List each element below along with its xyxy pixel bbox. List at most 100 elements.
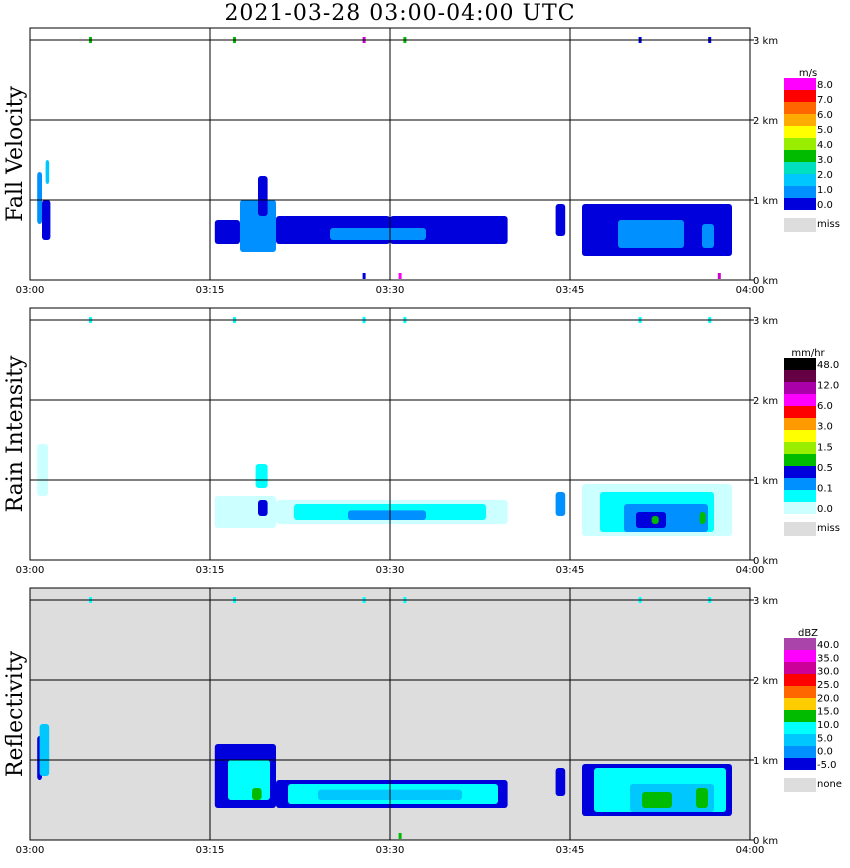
echo-9	[330, 228, 426, 240]
colorbar-swatch-2	[784, 650, 816, 662]
colorbar-swatch-8	[784, 722, 816, 734]
panel-3: Reflectivity 0 km 1 km 2 km 3 km 03:00 03:15 03…	[3, 587, 842, 856]
colorbar-label: 5.0	[817, 733, 833, 744]
x-tick-label: 04:00	[736, 845, 765, 856]
colorbar-label: 0.1	[817, 483, 833, 494]
colorbar-swatch-11	[784, 758, 816, 770]
echo-1	[37, 444, 48, 496]
colorbar-label: 4.0	[817, 140, 833, 151]
plot-frame	[29, 307, 751, 561]
echo-2	[42, 200, 51, 240]
echo-9	[555, 768, 566, 796]
colorbar-swatch-8	[784, 442, 816, 454]
colorbar-unit: m/s	[799, 68, 817, 79]
colorbar-swatch-4	[784, 674, 816, 686]
colorbar-swatch-3	[784, 382, 816, 394]
colorbar-swatch-1	[784, 78, 816, 90]
y-tick-label: 3 km	[753, 596, 778, 607]
x-tick-label: 03:30	[376, 565, 405, 576]
colorbar-swatch-1	[784, 358, 816, 370]
echo-10	[555, 204, 566, 236]
colorbar-swatch-6	[784, 138, 816, 150]
y-axis-label: Fall Velocity	[3, 86, 28, 222]
colorbar-label: 35.0	[817, 653, 839, 664]
x-tick-label: 03:15	[196, 285, 225, 296]
colorbar-swatch-12	[784, 490, 816, 502]
x-tick-label: 03:45	[556, 565, 585, 576]
y-tick-label: 0 km	[753, 276, 778, 287]
echo-4	[228, 760, 270, 800]
x-tick-label: 03:00	[16, 845, 45, 856]
colorbar-label: 5.0	[817, 125, 833, 136]
x-tick-label: 03:45	[556, 285, 585, 296]
y-tick-label: 2 km	[753, 676, 778, 687]
echo-13	[651, 516, 659, 524]
echo-12	[618, 220, 684, 248]
colorbar-swatch-10	[784, 746, 816, 758]
colorbar-miss-swatch	[784, 778, 816, 792]
echo-2	[39, 724, 50, 776]
colorbar-swatch-5	[784, 406, 816, 418]
colorbar-label: 48.0	[817, 360, 839, 371]
x-tick-label: 03:45	[556, 845, 585, 856]
y-tick-label: 2 km	[753, 116, 778, 127]
colorbar-label: 12.0	[817, 381, 839, 392]
y-tick-label: 2 km	[753, 396, 778, 407]
colorbar-label: 0.0	[817, 504, 833, 515]
colorbar-swatch-4	[784, 114, 816, 126]
echo-1	[37, 172, 42, 224]
colorbar-label: 10.0	[817, 720, 839, 731]
colorbar-swatch-10	[784, 186, 816, 198]
panel-2: Rain Intensity 0 km 1 km 2 km 3 km 03:00 03:15…	[3, 307, 840, 576]
echo-8	[555, 492, 566, 516]
panel-1: Fall Velocity 0 km 1 km 2 km 3 km 03:00 03:15 0…	[3, 27, 840, 296]
colorbar-swatch-7	[784, 430, 816, 442]
colorbar-label: 1.5	[817, 442, 833, 453]
y-tick-label: 1 km	[753, 196, 778, 207]
colorbar-label: 0.0	[817, 747, 833, 758]
colorbar-swatch-13	[784, 502, 816, 514]
colorbar-label: 7.0	[817, 95, 833, 106]
colorbar-label: 3.0	[817, 155, 833, 166]
colorbar-swatch-11	[784, 478, 816, 490]
colorbar-label: 6.0	[817, 110, 833, 121]
y-tick-label: 1 km	[753, 476, 778, 487]
colorbar-swatch-5	[784, 686, 816, 698]
plot-frame	[29, 587, 751, 841]
echo-speck-7	[362, 273, 366, 279]
colorbar-label: 20.0	[817, 693, 839, 704]
echo-speck-7	[398, 833, 402, 839]
x-tick-label: 04:00	[736, 285, 765, 296]
echo-13	[702, 224, 714, 248]
colorbar-swatch-6	[784, 698, 816, 710]
colorbar-swatch-4	[784, 394, 816, 406]
colorbar-label: 3.0	[817, 422, 833, 433]
colorbar-swatch-11	[784, 198, 816, 210]
echo-13	[642, 792, 672, 808]
colorbar-label: 8.0	[817, 80, 833, 91]
colorbar-swatch-8	[784, 162, 816, 174]
colorbar-miss-label: miss	[817, 219, 840, 230]
colorbar-label: 25.0	[817, 680, 839, 691]
y-axis-label: Rain Intensity	[3, 355, 28, 512]
plot-frame	[29, 27, 751, 281]
colorbar-swatch-3	[784, 102, 816, 114]
colorbar-swatch-9	[784, 734, 816, 746]
colorbar-label: 0.5	[817, 463, 833, 474]
colorbar-swatch-10	[784, 466, 816, 478]
echo-14	[699, 512, 706, 524]
colorbar-label: 2.0	[817, 170, 833, 181]
colorbar-swatch-5	[784, 126, 816, 138]
x-tick-label: 03:00	[16, 565, 45, 576]
x-tick-label: 03:15	[196, 845, 225, 856]
chart-title: 2021-03-28 03:00-04:00 UTC	[224, 1, 576, 26]
colorbar-swatch-7	[784, 150, 816, 162]
x-tick-label: 03:30	[376, 845, 405, 856]
echo-4	[214, 220, 240, 244]
y-tick-label: 0 km	[753, 836, 778, 847]
colorbar-swatch-6	[784, 418, 816, 430]
echo-5	[252, 788, 262, 800]
x-tick-label: 03:30	[376, 285, 405, 296]
colorbar-unit: mm/hr	[791, 348, 825, 359]
